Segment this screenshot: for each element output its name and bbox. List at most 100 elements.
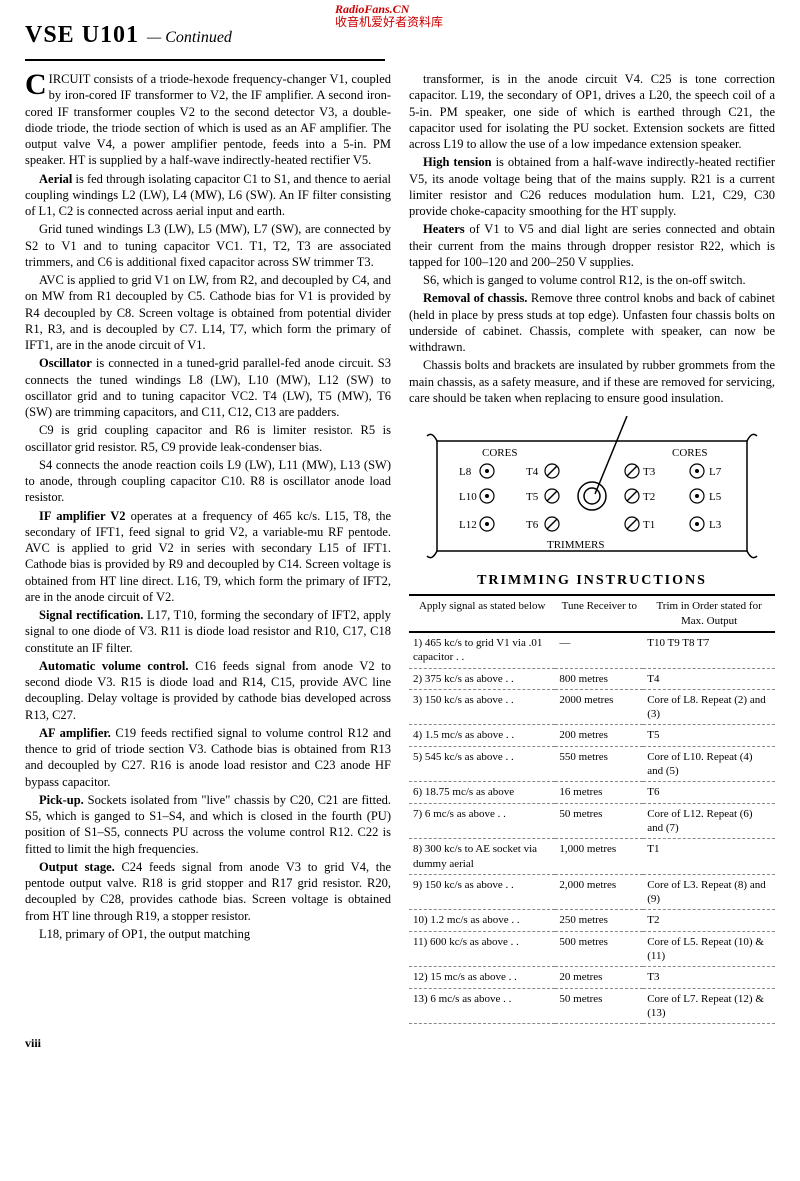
paragraph: Heaters of V1 to V5 and dial light are s… xyxy=(409,221,775,270)
table-row: 5) 545 kc/s as above . .550 metresCore o… xyxy=(409,746,775,782)
table-cell: Core of L8. Repeat (2) and (3) xyxy=(643,689,775,725)
table-row: 13) 6 mc/s as above . .50 metresCore of … xyxy=(409,988,775,1024)
table-cell: Core of L10. Repeat (4) and (5) xyxy=(643,746,775,782)
table-cell: 2000 metres xyxy=(555,689,643,725)
svg-text:L5: L5 xyxy=(709,491,722,503)
svg-text:TRIMMERS: TRIMMERS xyxy=(547,539,604,551)
table-cell: — xyxy=(555,632,643,668)
table-cell: T2 xyxy=(643,910,775,931)
svg-text:T2: T2 xyxy=(643,491,655,503)
table-row: 7) 6 mc/s as above . .50 metresCore of L… xyxy=(409,803,775,839)
model-title: VSE U101 xyxy=(25,20,139,51)
table-cell: 8) 300 kc/s to AE socket via dummy aeria… xyxy=(409,839,555,875)
watermark: RadioFans.CN 收音机爱好者资料库 xyxy=(335,3,443,29)
table-cell: 13) 6 mc/s as above . . xyxy=(409,988,555,1024)
table-cell: T5 xyxy=(643,725,775,746)
paragraph: S4 connects the anode reaction coils L9 … xyxy=(25,457,391,506)
svg-text:T4: T4 xyxy=(526,466,539,478)
paragraph: High tension is obtained from a half-wav… xyxy=(409,154,775,219)
table-cell: T4 xyxy=(643,668,775,689)
table-cell: 9) 150 kc/s as above . . xyxy=(409,874,555,910)
left-column: CIRCUIT consists of a triode-hexode freq… xyxy=(25,71,391,1024)
table-cell: T1 xyxy=(643,839,775,875)
watermark-line2: 收音机爱好者资料库 xyxy=(335,15,443,29)
table-row: 11) 600 kc/s as above . .500 metresCore … xyxy=(409,931,775,967)
paragraph: Chassis bolts and brackets are insulated… xyxy=(409,357,775,406)
table-row: 10) 1.2 mc/s as above . .250 metresT2 xyxy=(409,910,775,931)
paragraph: Signal rectification. L17, T10, forming … xyxy=(25,607,391,656)
table-cell: 250 metres xyxy=(555,910,643,931)
table-header: Tune Receiver to xyxy=(555,595,643,632)
paragraph: Pick-up. Sockets isolated from "live" ch… xyxy=(25,792,391,857)
table-cell: 3) 150 kc/s as above . . xyxy=(409,689,555,725)
table-cell: 7) 6 mc/s as above . . xyxy=(409,803,555,839)
svg-text:L7: L7 xyxy=(709,466,722,478)
table-header: Trim in Order stated for Max. Output xyxy=(643,595,775,632)
table-cell: Core of L3. Repeat (8) and (9) xyxy=(643,874,775,910)
paragraph: transformer, is in the anode circuit V4.… xyxy=(409,71,775,152)
svg-text:CORES: CORES xyxy=(672,447,707,459)
table-header: Apply signal as stated below xyxy=(409,595,555,632)
paragraph: AF amplifier. C19 feeds rectified signal… xyxy=(25,725,391,790)
svg-text:T1: T1 xyxy=(643,519,655,531)
table-cell: 1) 465 kc/s to grid V1 via .01 capacitor… xyxy=(409,632,555,668)
page-number: viii xyxy=(25,1036,775,1052)
trimming-title: TRIMMING INSTRUCTIONS xyxy=(409,572,775,590)
table-cell: 20 metres xyxy=(555,967,643,988)
paragraph: S6, which is ganged to volume control R1… xyxy=(409,272,775,288)
table-row: 2) 375 kc/s as above . .800 metresT4 xyxy=(409,668,775,689)
paragraph: Aerial is fed through isolating capacito… xyxy=(25,171,391,220)
table-cell: 50 metres xyxy=(555,988,643,1024)
table-cell: T3 xyxy=(643,967,775,988)
table-cell: T10 T9 T8 T7 xyxy=(643,632,775,668)
table-cell: Core of L7. Repeat (12) & (13) xyxy=(643,988,775,1024)
table-cell: 11) 600 kc/s as above . . xyxy=(409,931,555,967)
table-row: 1) 465 kc/s to grid V1 via .01 capacitor… xyxy=(409,632,775,668)
paragraph: Output stage. C24 feeds signal from anod… xyxy=(25,859,391,924)
svg-text:T3: T3 xyxy=(643,466,656,478)
watermark-line1: RadioFans.CN xyxy=(335,2,409,16)
svg-text:L3: L3 xyxy=(709,519,722,531)
table-cell: 500 metres xyxy=(555,931,643,967)
table-cell: 2) 375 kc/s as above . . xyxy=(409,668,555,689)
table-row: 3) 150 kc/s as above . .2000 metresCore … xyxy=(409,689,775,725)
table-cell: 800 metres xyxy=(555,668,643,689)
title-underline xyxy=(25,59,385,61)
svg-text:T6: T6 xyxy=(526,519,539,531)
trimming-table: Apply signal as stated belowTune Receive… xyxy=(409,594,775,1024)
table-row: 12) 15 mc/s as above . .20 metresT3 xyxy=(409,967,775,988)
paragraph: AVC is applied to grid V1 on LW, from R2… xyxy=(25,272,391,353)
table-cell: 6) 18.75 mc/s as above xyxy=(409,782,555,803)
svg-text:L10: L10 xyxy=(459,491,477,503)
table-cell: 5) 545 kc/s as above . . xyxy=(409,746,555,782)
table-cell: 4) 1.5 mc/s as above . . xyxy=(409,725,555,746)
paragraph: CIRCUIT consists of a triode-hexode freq… xyxy=(25,71,391,169)
paragraph: Automatic volume control. C16 feeds sign… xyxy=(25,658,391,723)
table-cell: 1,000 metres xyxy=(555,839,643,875)
table-row: 4) 1.5 mc/s as above . .200 metresT5 xyxy=(409,725,775,746)
table-cell: 50 metres xyxy=(555,803,643,839)
paragraph: C9 is grid coupling capacitor and R6 is … xyxy=(25,422,391,455)
continued-label: — Continued xyxy=(147,28,232,49)
table-row: 9) 150 kc/s as above . .2,000 metresCore… xyxy=(409,874,775,910)
paragraph: Removal of chassis. Remove three control… xyxy=(409,290,775,355)
trimmer-diagram: CORES CORES TRIMMERS L8L10L12 T4T5T6 T3T… xyxy=(409,416,775,566)
table-cell: 16 metres xyxy=(555,782,643,803)
paragraph: Grid tuned windings L3 (LW), L5 (MW), L7… xyxy=(25,221,391,270)
paragraph: Oscillator is connected in a tuned-grid … xyxy=(25,355,391,420)
table-cell: T6 xyxy=(643,782,775,803)
right-column: transformer, is in the anode circuit V4.… xyxy=(409,71,775,1024)
table-cell: 2,000 metres xyxy=(555,874,643,910)
table-cell: 550 metres xyxy=(555,746,643,782)
table-cell: 10) 1.2 mc/s as above . . xyxy=(409,910,555,931)
paragraph: L18, primary of OP1, the output matching xyxy=(25,926,391,942)
svg-text:CORES: CORES xyxy=(482,447,517,459)
table-row: 6) 18.75 mc/s as above16 metresT6 xyxy=(409,782,775,803)
table-cell: 200 metres xyxy=(555,725,643,746)
svg-text:T5: T5 xyxy=(526,491,539,503)
table-cell: Core of L12. Repeat (6) and (7) xyxy=(643,803,775,839)
table-cell: Core of L5. Repeat (10) & (11) xyxy=(643,931,775,967)
table-cell: 12) 15 mc/s as above . . xyxy=(409,967,555,988)
table-row: 8) 300 kc/s to AE socket via dummy aeria… xyxy=(409,839,775,875)
paragraph: IF amplifier V2 operates at a frequency … xyxy=(25,508,391,606)
